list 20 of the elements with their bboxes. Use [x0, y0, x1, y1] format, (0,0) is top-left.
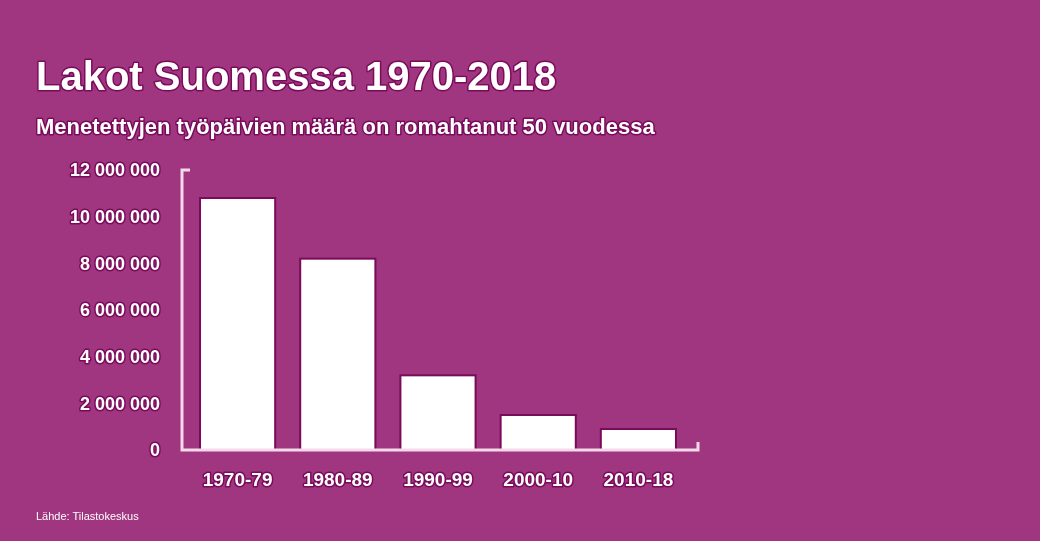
bar: [199, 197, 277, 451]
x-tick-label: 1990-99: [403, 469, 473, 490]
bar: [599, 428, 677, 451]
y-tick-label: 4 000 000: [79, 346, 160, 367]
y-tick-label: 0: [149, 440, 160, 461]
chart-title: Lakot Suomessa 1970-2018: [36, 54, 557, 98]
x-tick-label: 2010-18: [603, 469, 674, 490]
x-tick-label: 2000-10: [503, 469, 574, 490]
bar: [299, 257, 377, 451]
y-tick-label: 12 000 000: [69, 160, 160, 181]
chart-subtitle: Menetettyjen työpäivien määrä on romahtanut 50 vuodessa: [36, 114, 656, 139]
bar: [499, 414, 577, 451]
x-tick-label: 1970-79: [202, 469, 273, 490]
y-tick-label: 8 000 000: [79, 253, 160, 274]
y-tick-label: 2 000 000: [79, 393, 160, 414]
text: Lähde: Tilastokeskus: [36, 510, 140, 522]
bar: [399, 374, 477, 451]
y-tick-label: 10 000 000: [69, 206, 160, 227]
y-tick-label: 6 000 000: [79, 300, 160, 321]
x-tick-label: 1980-89: [302, 469, 373, 490]
